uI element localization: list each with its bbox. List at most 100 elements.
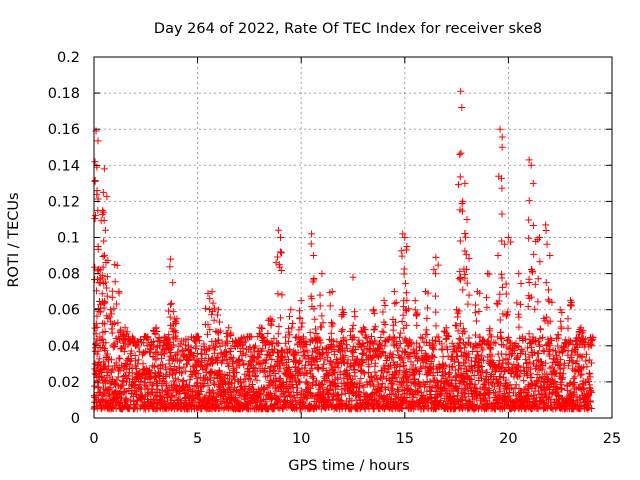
data-point: [515, 323, 523, 331]
data-point: [202, 362, 210, 370]
data-point: [378, 327, 386, 335]
data-point: [258, 324, 266, 332]
data-point: [494, 300, 502, 308]
data-point: [444, 332, 452, 340]
data-point: [311, 315, 319, 323]
x-tick-label: 10: [292, 431, 310, 447]
data-point: [481, 377, 489, 385]
data-point: [107, 306, 115, 314]
data-point: [457, 364, 465, 372]
data-point: [341, 352, 349, 360]
data-point: [208, 368, 216, 376]
data-point: [516, 372, 524, 380]
data-point: [168, 393, 176, 401]
data-point: [101, 327, 109, 335]
data-point: [456, 173, 464, 181]
data-point: [103, 350, 111, 358]
data-point: [496, 125, 504, 133]
data-point: [317, 339, 325, 347]
data-point: [304, 380, 312, 388]
data-point: [559, 370, 567, 378]
data-point: [536, 342, 544, 350]
data-point: [297, 323, 305, 331]
data-point: [478, 362, 486, 370]
data-point: [369, 340, 377, 348]
data-point: [209, 388, 217, 396]
data-point: [418, 334, 426, 342]
data-point: [110, 305, 118, 313]
data-point: [536, 357, 544, 365]
data-point: [93, 163, 101, 171]
data-point: [559, 348, 567, 356]
data-point: [365, 339, 373, 347]
data-point: [161, 346, 169, 354]
data-point: [462, 265, 470, 273]
data-point: [268, 356, 276, 364]
data-point: [514, 342, 522, 350]
data-point: [479, 346, 487, 354]
data-point: [193, 367, 201, 375]
data-point: [318, 270, 326, 278]
data-point: [101, 320, 109, 328]
data-point: [433, 376, 441, 384]
data-point: [498, 334, 506, 342]
data-point: [394, 386, 402, 394]
data-point: [269, 366, 277, 374]
data-point: [172, 320, 180, 328]
data-point: [399, 230, 407, 238]
data-point: [107, 368, 115, 376]
data-point: [544, 286, 552, 294]
data-point: [542, 226, 550, 234]
data-point: [116, 355, 124, 363]
data-point: [296, 356, 304, 364]
data-point: [210, 316, 218, 324]
data-point: [571, 373, 579, 381]
data-point: [95, 307, 103, 315]
data-point: [432, 292, 440, 300]
data-point: [281, 353, 289, 361]
data-point: [370, 306, 378, 314]
data-point: [120, 348, 128, 356]
data-point: [339, 353, 347, 361]
data-point: [585, 377, 593, 385]
data-point: [546, 350, 554, 358]
data-point: [330, 337, 338, 345]
data-point: [409, 361, 417, 369]
data-point: [312, 403, 320, 411]
data-point: [149, 396, 157, 404]
data-point: [498, 133, 506, 141]
data-point: [317, 323, 325, 331]
data-point: [534, 236, 542, 244]
data-point: [265, 368, 273, 376]
data-point: [214, 306, 222, 314]
data-point: [252, 342, 260, 350]
y-axis-label: ROTI / TECUs: [6, 192, 22, 287]
data-point: [558, 308, 566, 316]
data-point: [95, 265, 103, 273]
data-point: [106, 392, 114, 400]
data-point: [534, 275, 542, 283]
data-point: [496, 316, 504, 324]
data-point: [462, 233, 470, 241]
data-point: [357, 403, 365, 411]
data-point: [243, 390, 251, 398]
data-point: [100, 304, 108, 312]
data-point: [102, 339, 110, 347]
y-tick-label: 0.04: [48, 339, 80, 355]
data-point: [524, 303, 532, 311]
data-point: [187, 372, 195, 380]
data-point: [478, 352, 486, 360]
data-point: [326, 302, 334, 310]
data-point: [453, 347, 461, 355]
data-point: [405, 305, 413, 313]
data-point: [457, 87, 465, 95]
data-point: [216, 318, 224, 326]
data-point: [455, 339, 463, 347]
x-tick-label: 15: [396, 431, 414, 447]
data-point: [515, 313, 523, 321]
data-point: [249, 380, 257, 388]
data-point: [185, 382, 193, 390]
data-point: [456, 274, 464, 282]
data-point: [459, 325, 467, 333]
